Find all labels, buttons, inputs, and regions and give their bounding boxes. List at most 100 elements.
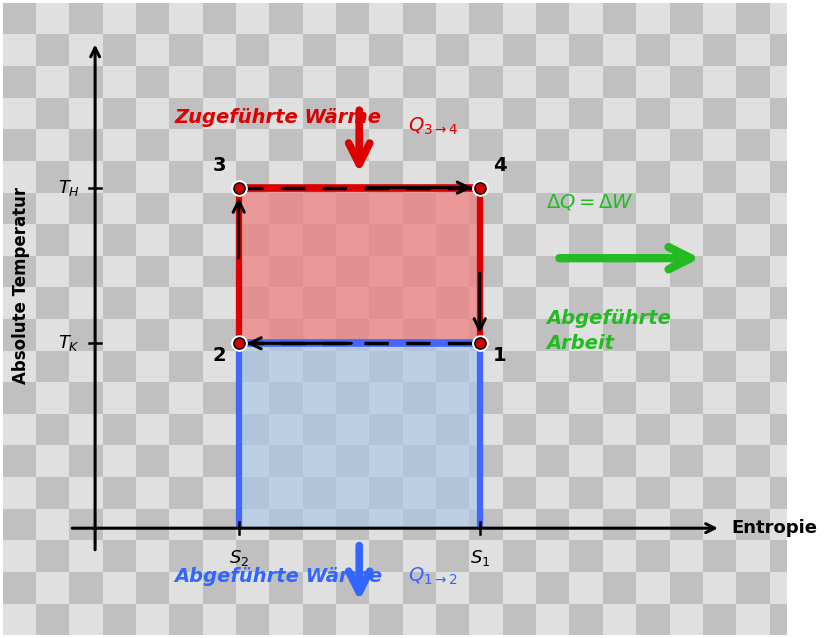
Bar <box>2 193 37 224</box>
Bar <box>303 256 336 287</box>
Bar <box>203 477 236 508</box>
Bar <box>303 161 336 193</box>
Bar <box>736 3 769 34</box>
Bar <box>536 604 569 635</box>
Bar <box>703 572 736 604</box>
Bar <box>203 445 236 477</box>
Bar <box>70 161 103 193</box>
Bar <box>536 382 569 414</box>
Bar <box>703 34 736 66</box>
Bar <box>37 445 70 477</box>
Bar <box>2 3 37 34</box>
Bar <box>270 193 303 224</box>
Bar <box>136 445 169 477</box>
Bar <box>169 540 203 572</box>
Bar <box>769 130 803 161</box>
Bar <box>136 382 169 414</box>
Bar <box>736 477 769 508</box>
Bar <box>470 256 503 287</box>
Bar <box>603 161 636 193</box>
Bar <box>503 319 536 351</box>
Bar <box>70 193 103 224</box>
Bar <box>670 66 703 98</box>
Bar <box>270 540 303 572</box>
Bar <box>536 508 569 540</box>
Bar <box>670 3 703 34</box>
Bar <box>37 604 70 635</box>
Bar <box>369 351 403 382</box>
Bar <box>2 508 37 540</box>
Bar <box>336 445 369 477</box>
Bar <box>769 445 803 477</box>
Bar <box>270 98 303 130</box>
Bar <box>670 382 703 414</box>
Bar <box>236 477 270 508</box>
Bar <box>37 98 70 130</box>
Bar <box>403 66 436 98</box>
Bar <box>769 193 803 224</box>
Bar <box>470 34 503 66</box>
Bar <box>403 256 436 287</box>
Text: $Q_{1\rightarrow2}$: $Q_{1\rightarrow2}$ <box>408 566 458 588</box>
Bar <box>103 130 136 161</box>
Bar <box>703 193 736 224</box>
Bar <box>169 224 203 256</box>
Bar <box>136 604 169 635</box>
Bar <box>636 193 670 224</box>
Bar <box>169 161 203 193</box>
Bar <box>536 34 569 66</box>
Bar <box>736 604 769 635</box>
Bar <box>736 193 769 224</box>
Bar <box>203 256 236 287</box>
Bar <box>670 508 703 540</box>
Bar <box>37 382 70 414</box>
Bar <box>70 34 103 66</box>
Bar <box>103 382 136 414</box>
Bar <box>236 224 270 256</box>
Bar <box>369 572 403 604</box>
Bar <box>603 351 636 382</box>
Bar <box>136 572 169 604</box>
Bar <box>470 319 503 351</box>
Bar <box>403 224 436 256</box>
Bar <box>503 382 536 414</box>
Bar <box>203 319 236 351</box>
Bar <box>603 98 636 130</box>
Bar <box>536 98 569 130</box>
Bar <box>303 66 336 98</box>
Bar <box>470 445 503 477</box>
Point <box>232 182 246 193</box>
Bar <box>603 193 636 224</box>
Bar <box>303 130 336 161</box>
Bar <box>670 34 703 66</box>
Bar <box>37 224 70 256</box>
Bar <box>536 351 569 382</box>
Bar <box>169 34 203 66</box>
Bar <box>270 382 303 414</box>
Bar <box>203 98 236 130</box>
Bar <box>536 477 569 508</box>
Bar <box>369 161 403 193</box>
Bar <box>70 256 103 287</box>
Bar <box>569 540 603 572</box>
Bar <box>270 287 303 319</box>
Bar <box>403 604 436 635</box>
Bar <box>236 3 270 34</box>
Bar <box>2 414 37 445</box>
Bar <box>470 382 503 414</box>
Bar <box>769 287 803 319</box>
Bar <box>436 604 470 635</box>
Bar <box>670 604 703 635</box>
Bar <box>303 98 336 130</box>
Bar <box>236 287 270 319</box>
Bar <box>736 351 769 382</box>
Bar <box>636 477 670 508</box>
Bar <box>769 477 803 508</box>
Bar <box>369 3 403 34</box>
Bar <box>569 224 603 256</box>
Text: 1: 1 <box>492 346 506 365</box>
Bar <box>636 256 670 287</box>
Bar <box>569 130 603 161</box>
Bar <box>270 319 303 351</box>
Bar <box>736 508 769 540</box>
